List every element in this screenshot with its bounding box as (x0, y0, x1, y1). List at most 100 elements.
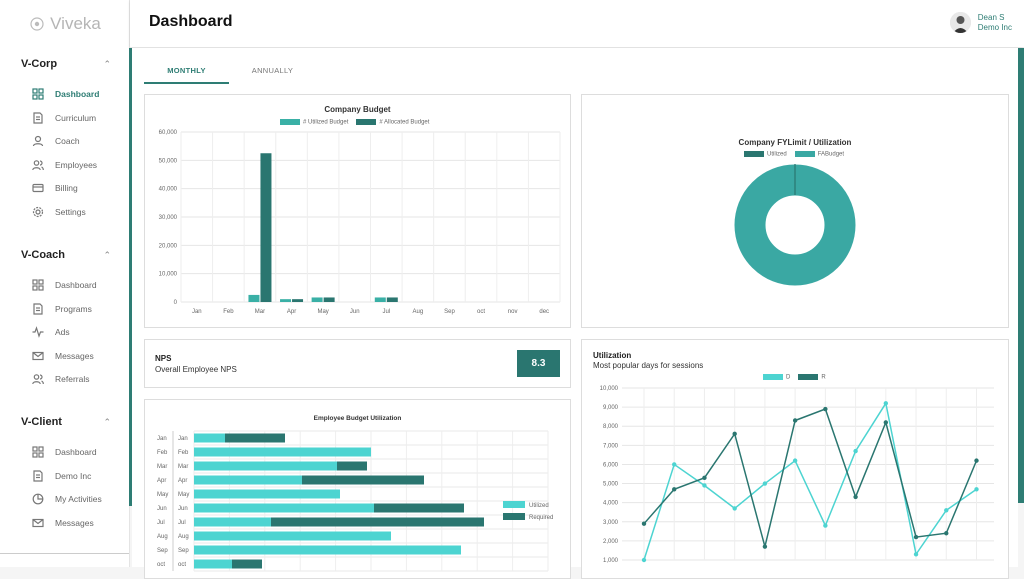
bar-utilized-budget[interactable] (248, 294, 260, 302)
sidebar-item-employees[interactable]: Employees (32, 158, 97, 172)
data-point-d[interactable] (913, 552, 919, 557)
data-point-d[interactable] (732, 506, 737, 511)
y-tick-label: Feb (178, 450, 189, 456)
sidebar-item-messages[interactable]: Messages (32, 516, 94, 530)
data-point-d[interactable] (853, 448, 858, 454)
data-point-r[interactable] (762, 544, 768, 549)
sidebar-item-my-activities[interactable]: My Activities (32, 492, 102, 506)
sidebar-item-coach[interactable]: Coach (32, 134, 80, 148)
data-point-d[interactable] (944, 508, 949, 513)
bar-utilized[interactable] (194, 545, 461, 555)
bar-required[interactable] (232, 559, 262, 569)
sidebar-item-billing[interactable]: Billing (32, 181, 78, 195)
legend-item-r[interactable]: R (798, 374, 826, 381)
pulse-icon (32, 326, 44, 339)
nps-subtitle: Overall Employee NPS (155, 365, 237, 374)
bar-allocated-budget[interactable] (386, 297, 398, 302)
data-point-d[interactable] (883, 401, 889, 406)
user-menu[interactable]: Dean S Demo Inc (949, 12, 1012, 33)
chevron-up-icon[interactable]: ⌃ (103, 249, 111, 260)
sidebar-item-dashboard[interactable]: Dashboard (32, 445, 97, 459)
data-point-r[interactable] (974, 458, 979, 463)
sidebar-item-ads[interactable]: Ads (32, 325, 70, 339)
legend-item-fabudget[interactable]: FABudget (794, 151, 844, 158)
data-point-r[interactable] (672, 487, 677, 492)
bar-required[interactable] (302, 475, 424, 485)
y-tick-label: 7,000 (603, 443, 619, 449)
data-point-r[interactable] (641, 521, 647, 526)
data-point-d[interactable] (823, 523, 828, 528)
legend-label: D (786, 374, 791, 381)
data-point-r[interactable] (823, 406, 828, 412)
bar-utilized-budget[interactable] (311, 297, 323, 302)
bar-utilized[interactable] (194, 517, 271, 527)
tab-annually[interactable]: ANNUALLY (251, 66, 294, 75)
sidebar-item-label: Messages (55, 517, 94, 528)
bar-required[interactable] (337, 461, 367, 471)
bar-utilized[interactable] (194, 531, 391, 541)
sidebar-item-label: Dashboard (55, 280, 97, 290)
chart-legend: # Utilized Budget # Allocated Budget (280, 119, 429, 126)
data-point-d[interactable] (702, 483, 707, 488)
data-point-r[interactable] (792, 418, 798, 423)
data-point-r[interactable] (944, 531, 949, 536)
data-point-d[interactable] (641, 557, 647, 563)
bar-allocated-budget[interactable] (260, 153, 272, 302)
legend-item-d[interactable]: D (763, 374, 790, 381)
bar-utilized[interactable] (194, 447, 371, 457)
legend-item-utilized[interactable]: Utilized (744, 151, 787, 158)
sidebar-item-label: Billing (55, 183, 78, 194)
sidebar-section-v-corp[interactable]: V-Corp ⌃ (21, 58, 111, 70)
y-tick-label: May (178, 492, 189, 498)
data-point-r[interactable] (913, 534, 919, 540)
data-point-r[interactable] (853, 494, 858, 500)
bar-utilized[interactable] (194, 559, 232, 569)
bar-utilized[interactable] (194, 503, 374, 513)
legend-item-allocated[interactable]: # Allocated Budget (356, 119, 429, 126)
user-org: Demo Inc (977, 22, 1012, 32)
sidebar-item-dashboard[interactable]: Dashboard (32, 278, 97, 292)
bar-allocated-budget[interactable] (323, 297, 335, 302)
bar-required[interactable] (271, 517, 484, 527)
y-tick-label: Aug (178, 534, 189, 540)
y-tick-label: 50,000 (159, 158, 178, 164)
sidebar-item-dashboard[interactable]: Dashboard (32, 87, 99, 101)
sidebar-section-v-client[interactable]: V-Client ⌃ (21, 416, 111, 428)
y-tick-label: May (157, 492, 168, 498)
data-point-d[interactable] (974, 487, 979, 492)
sidebar-item-demo-inc[interactable]: Demo Inc (32, 469, 91, 483)
sidebar-item-referrals[interactable]: Referrals (32, 372, 89, 386)
bar-required[interactable] (225, 433, 285, 443)
legend-item-utilized[interactable]: # Utilized Budget (280, 119, 348, 126)
sidebar-item-messages[interactable]: Messages (32, 349, 94, 363)
data-point-d[interactable] (672, 462, 677, 467)
bar-utilized[interactable] (194, 475, 302, 485)
sidebar-item-settings[interactable]: Settings (32, 205, 86, 219)
bar-utilized[interactable] (194, 433, 225, 443)
chevron-up-icon[interactable]: ⌃ (103, 58, 111, 69)
bar-required[interactable] (374, 503, 464, 513)
sidebar-section-v-coach[interactable]: V-Coach ⌃ (21, 249, 111, 261)
chevron-up-icon[interactable]: ⌃ (103, 416, 111, 427)
bar-allocated-budget[interactable] (292, 299, 304, 302)
chart-title: Employee Budget Utilization (313, 415, 402, 422)
data-point-r[interactable] (702, 475, 707, 481)
sidebar-item-programs[interactable]: Programs (32, 302, 92, 316)
y-tick-label: 2,000 (603, 539, 619, 545)
tab-monthly[interactable]: MONTHLY (167, 66, 206, 75)
series-line-d[interactable] (643, 401, 977, 561)
data-point-r[interactable] (732, 431, 737, 437)
brand-logo[interactable]: Viveka (0, 10, 129, 38)
bar-utilized[interactable] (194, 489, 340, 499)
data-point-d[interactable] (762, 481, 768, 486)
y-tick-label: 5,000 (603, 482, 619, 488)
data-point-r[interactable] (883, 420, 889, 425)
series-line-r[interactable] (643, 408, 978, 547)
sidebar-item-curriculum[interactable]: Curriculum (32, 111, 96, 125)
bar-utilized-budget[interactable] (280, 299, 292, 302)
bar-utilized[interactable] (194, 461, 337, 471)
bar-utilized-budget[interactable] (374, 297, 386, 302)
data-point-d[interactable] (792, 458, 798, 463)
employee-budget-chart: Jan Jan Feb Feb Mar Mar Apr Apr May May Jun Jun Jul J… (157, 430, 553, 572)
avatar[interactable] (949, 12, 971, 33)
